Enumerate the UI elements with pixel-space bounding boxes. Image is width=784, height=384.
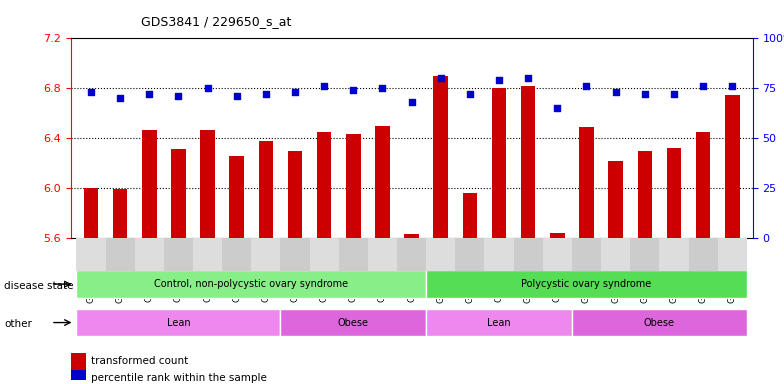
Bar — [346, 134, 361, 238]
Bar — [717, 238, 747, 271]
Bar — [725, 94, 739, 238]
Bar — [572, 238, 601, 271]
Point — [668, 91, 681, 98]
FancyBboxPatch shape — [76, 309, 281, 336]
Point — [114, 95, 126, 101]
Point — [522, 75, 535, 81]
Bar — [601, 238, 630, 271]
Bar — [492, 88, 506, 238]
Point — [260, 91, 272, 98]
Bar — [608, 161, 623, 238]
Bar — [259, 141, 273, 238]
Bar — [106, 238, 135, 271]
Bar — [113, 189, 127, 238]
Bar — [456, 238, 485, 271]
Text: transformed count: transformed count — [91, 356, 188, 366]
Bar — [84, 188, 98, 238]
FancyBboxPatch shape — [281, 309, 426, 336]
FancyBboxPatch shape — [426, 309, 572, 336]
Bar — [71, 353, 85, 370]
Bar — [550, 233, 564, 238]
Bar — [222, 238, 252, 271]
Bar — [543, 238, 572, 271]
Bar — [695, 132, 710, 238]
Text: Control, non-polycystic ovary syndrome: Control, non-polycystic ovary syndrome — [154, 279, 348, 289]
Bar — [521, 86, 535, 238]
Bar — [339, 238, 368, 271]
Bar — [630, 238, 659, 271]
Text: percentile rank within the sample: percentile rank within the sample — [91, 373, 267, 384]
Point — [230, 93, 243, 99]
Bar — [368, 238, 397, 271]
Point — [318, 83, 330, 89]
FancyBboxPatch shape — [76, 270, 426, 298]
Bar — [230, 156, 244, 238]
Bar — [485, 238, 514, 271]
Bar — [135, 238, 164, 271]
Bar — [666, 148, 681, 238]
Bar — [434, 76, 448, 238]
Bar — [171, 149, 186, 238]
Point — [434, 75, 447, 81]
Bar — [76, 238, 106, 271]
Text: Obese: Obese — [644, 318, 675, 328]
Bar — [397, 238, 426, 271]
Bar — [376, 126, 390, 238]
Bar — [637, 151, 652, 238]
Point — [405, 99, 418, 105]
Text: other: other — [4, 319, 32, 329]
Point — [726, 83, 739, 89]
Point — [697, 83, 710, 89]
Bar — [405, 234, 419, 238]
Bar — [463, 193, 477, 238]
Bar — [688, 238, 717, 271]
Bar — [317, 132, 332, 238]
Point — [347, 87, 360, 93]
Text: Polycystic ovary syndrome: Polycystic ovary syndrome — [521, 279, 652, 289]
Bar — [200, 129, 215, 238]
Point — [493, 77, 506, 83]
Point — [201, 85, 214, 91]
Bar — [579, 127, 593, 238]
Point — [638, 91, 651, 98]
Text: disease state: disease state — [4, 281, 74, 291]
Bar — [142, 129, 157, 238]
Bar — [659, 238, 688, 271]
Bar — [426, 238, 456, 271]
Bar — [193, 238, 222, 271]
Point — [172, 93, 185, 99]
Text: Obese: Obese — [338, 318, 368, 328]
Bar — [252, 238, 281, 271]
Text: GDS3841 / 229650_s_at: GDS3841 / 229650_s_at — [141, 15, 292, 28]
Point — [463, 91, 476, 98]
Point — [551, 105, 564, 111]
Bar — [71, 370, 85, 384]
Bar — [514, 238, 543, 271]
Bar — [164, 238, 193, 271]
Point — [609, 89, 622, 95]
FancyBboxPatch shape — [426, 270, 747, 298]
Point — [289, 89, 301, 95]
Bar — [310, 238, 339, 271]
Text: Lean: Lean — [166, 318, 191, 328]
Point — [376, 85, 389, 91]
Point — [580, 83, 593, 89]
Bar — [281, 238, 310, 271]
Point — [143, 91, 155, 98]
Point — [85, 89, 97, 95]
Bar — [288, 151, 303, 238]
Text: Lean: Lean — [487, 318, 511, 328]
FancyBboxPatch shape — [572, 309, 747, 336]
